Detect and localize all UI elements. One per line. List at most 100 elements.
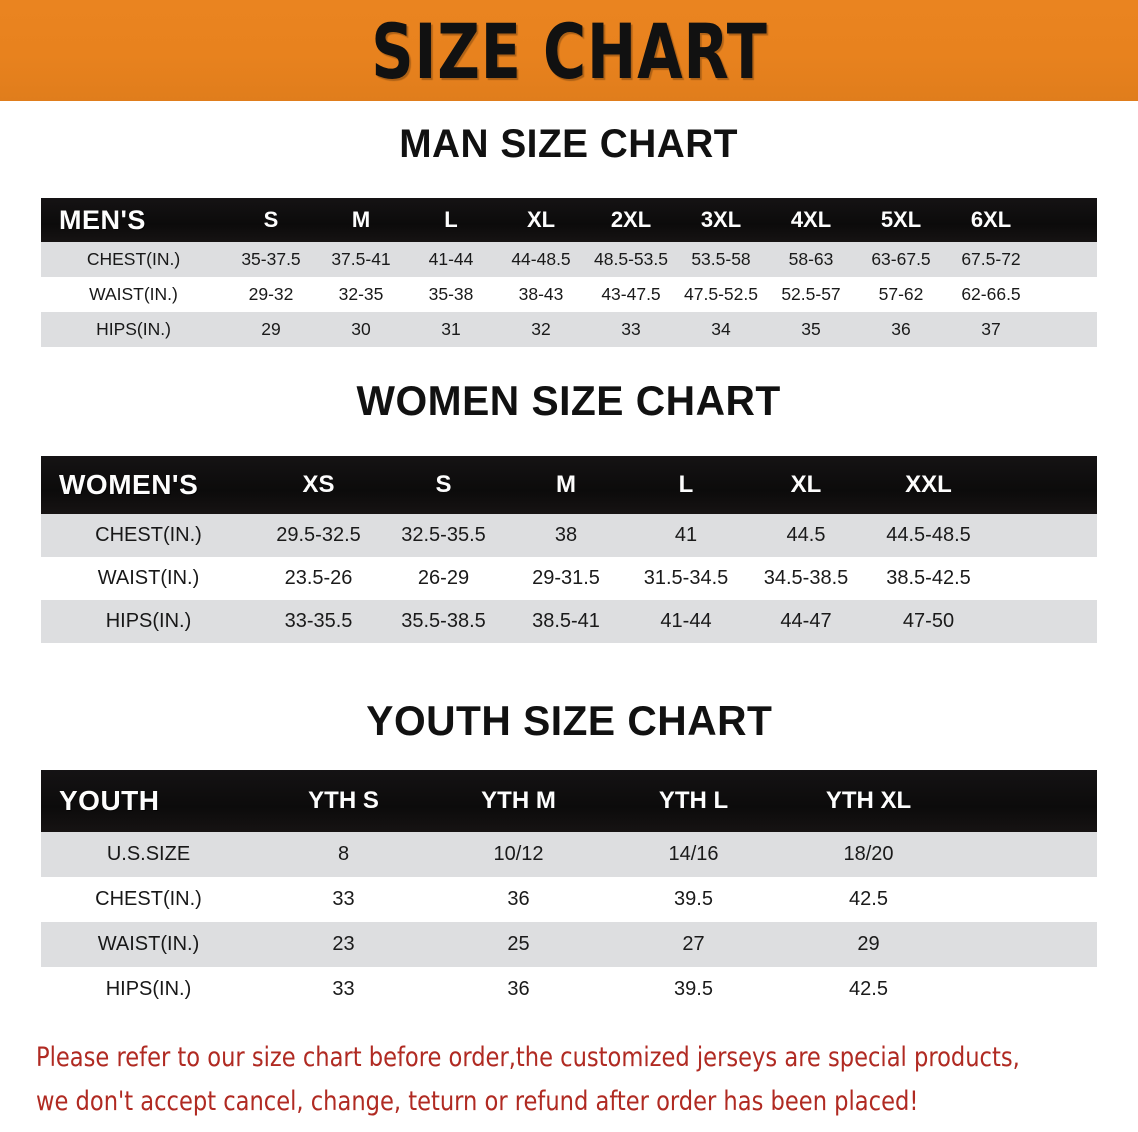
- youth-cell: 36: [507, 888, 530, 910]
- women-row-label: CHEST(IN.): [95, 524, 202, 546]
- youth-cell-spacer: [956, 967, 1097, 1012]
- men-col-header: S: [263, 207, 279, 232]
- youth-cell: 27: [682, 933, 705, 955]
- men-cell: 44-48.5: [511, 249, 571, 269]
- table-row: CHEST(IN.) 33 36 39.5 42.5: [41, 877, 1097, 922]
- women-cell-spacer: [991, 557, 1097, 600]
- men-cell: 48.5-53.5: [594, 249, 668, 269]
- men-col-header: 2XL: [610, 207, 652, 232]
- men-col-header: 3XL: [700, 207, 742, 232]
- men-col-header: M: [351, 207, 371, 232]
- men-col-header: L: [444, 207, 458, 232]
- youth-cell: 29: [857, 933, 880, 955]
- youth-section-heading: YOUTH SIZE CHART: [0, 697, 1138, 745]
- table-row: CHEST(IN.) 35-37.5 37.5-41 41-44 44-48.5…: [41, 242, 1097, 277]
- women-col-header: XXL: [905, 471, 952, 498]
- youth-cell-spacer: [956, 877, 1097, 922]
- youth-corner-label: YOUTH: [59, 785, 160, 816]
- youth-row-label: HIPS(IN.): [105, 978, 192, 1000]
- youth-col-header: YTH L: [658, 787, 729, 814]
- men-cell-spacer: [1036, 242, 1097, 277]
- table-row: WAIST(IN.) 29-32 32-35 35-38 38-43 43-47…: [41, 277, 1097, 312]
- youth-row-label: WAIST(IN.): [97, 933, 200, 955]
- men-cell: 53.5-58: [691, 249, 751, 269]
- banner-title: SIZE CHART: [370, 6, 768, 96]
- youth-cell-spacer: [956, 832, 1097, 877]
- disclaimer-line-2: we don't accept cancel, change, teturn o…: [36, 1086, 919, 1117]
- youth-cell: 10/12: [493, 843, 544, 865]
- men-cell: 43-47.5: [601, 284, 661, 304]
- table-row: HIPS(IN.) 33-35.5 35.5-38.5 38.5-41 41-4…: [41, 600, 1097, 643]
- youth-cell: 33: [332, 888, 355, 910]
- women-section-heading: WOMEN SIZE CHART: [0, 377, 1138, 425]
- men-cell: 30: [351, 319, 371, 339]
- women-row-label: HIPS(IN.): [105, 610, 192, 632]
- youth-size-table: YOUTH YTH S YTH M YTH L YTH XL U.S.SIZE …: [41, 770, 1097, 1012]
- men-cell: 31: [441, 319, 461, 339]
- women-cell: 34.5-38.5: [763, 567, 849, 589]
- youth-cell: 18/20: [843, 843, 894, 865]
- table-row: HIPS(IN.) 29 30 31 32 33 34 35 36 37: [41, 312, 1097, 347]
- women-col-header: M: [556, 471, 576, 498]
- table-header-row: MEN'S S M L XL 2XL 3XL 4XL 5XL 6XL: [41, 198, 1097, 242]
- table-row: CHEST(IN.) 29.5-32.5 32.5-35.5 38 41 44.…: [41, 514, 1097, 557]
- men-size-table: MEN'S S M L XL 2XL 3XL 4XL 5XL 6XL CHEST…: [41, 198, 1097, 347]
- man-section-heading: MAN SIZE CHART: [0, 122, 1138, 167]
- men-cell: 67.5-72: [961, 249, 1021, 269]
- women-col-header: XL: [790, 471, 822, 498]
- women-col-header-spacer: [991, 456, 1097, 514]
- men-cell: 32: [531, 319, 551, 339]
- table-header-row: WOMEN'S XS S M L XL XXL: [41, 456, 1097, 514]
- men-cell: 37: [981, 319, 1001, 339]
- men-cell-spacer: [1036, 277, 1097, 312]
- table-row: HIPS(IN.) 33 36 39.5 42.5: [41, 967, 1097, 1012]
- women-size-table: WOMEN'S XS S M L XL XXL CHEST(IN.) 29.5-…: [41, 456, 1097, 643]
- men-cell: 29-32: [248, 284, 294, 304]
- men-row-label: HIPS(IN.): [96, 319, 171, 339]
- youth-cell: 42.5: [849, 888, 888, 910]
- women-row-label: WAIST(IN.): [97, 567, 200, 589]
- women-cell: 31.5-34.5: [643, 567, 729, 589]
- return-policy-disclaimer: Please refer to our size chart before or…: [36, 1036, 1106, 1124]
- page-banner: SIZE CHART: [0, 0, 1138, 101]
- men-cell: 35-38: [428, 284, 474, 304]
- women-cell: 47-50: [902, 610, 955, 632]
- youth-cell: 8: [337, 843, 350, 865]
- men-cell: 52.5-57: [781, 284, 841, 304]
- women-cell: 35.5-38.5: [401, 610, 486, 632]
- women-col-header: L: [678, 471, 694, 498]
- men-cell: 37.5-41: [331, 249, 391, 269]
- youth-col-header-spacer: [956, 770, 1097, 832]
- youth-cell: 39.5: [674, 978, 713, 1000]
- man-section-heading-text: MAN SIZE CHART: [399, 122, 739, 166]
- women-cell: 44.5: [786, 524, 826, 546]
- women-cell: 38.5-41: [532, 610, 600, 632]
- women-cell: 29-31.5: [532, 567, 600, 589]
- youth-section-heading-text: YOUTH SIZE CHART: [365, 697, 773, 744]
- men-cell: 34: [711, 319, 731, 339]
- youth-cell: 23: [332, 933, 355, 955]
- men-col-header: 5XL: [880, 207, 922, 232]
- youth-col-header: YTH M: [481, 787, 556, 814]
- women-cell-spacer: [991, 514, 1097, 557]
- men-cell: 35-37.5: [241, 249, 301, 269]
- men-row-label: WAIST(IN.): [89, 284, 178, 304]
- men-corner-label: MEN'S: [59, 204, 146, 235]
- women-cell: 41-44: [660, 610, 712, 632]
- youth-row-label: CHEST(IN.): [95, 888, 202, 910]
- men-cell: 41-44: [428, 249, 474, 269]
- youth-cell: 36: [507, 978, 530, 1000]
- men-cell: 57-62: [878, 284, 924, 304]
- women-cell: 26-29: [417, 567, 470, 589]
- women-cell-spacer: [991, 600, 1097, 643]
- women-cell: 23.5-26: [284, 567, 353, 589]
- men-col-header: 4XL: [790, 207, 832, 232]
- table-row: WAIST(IN.) 23 25 27 29: [41, 922, 1097, 967]
- men-cell: 33: [621, 319, 641, 339]
- women-section-heading-text: WOMEN SIZE CHART: [356, 377, 782, 424]
- table-header-row: YOUTH YTH S YTH M YTH L YTH XL: [41, 770, 1097, 832]
- men-cell: 63-67.5: [871, 249, 931, 269]
- women-cell: 41: [674, 524, 698, 546]
- men-row-label: CHEST(IN.): [86, 249, 181, 269]
